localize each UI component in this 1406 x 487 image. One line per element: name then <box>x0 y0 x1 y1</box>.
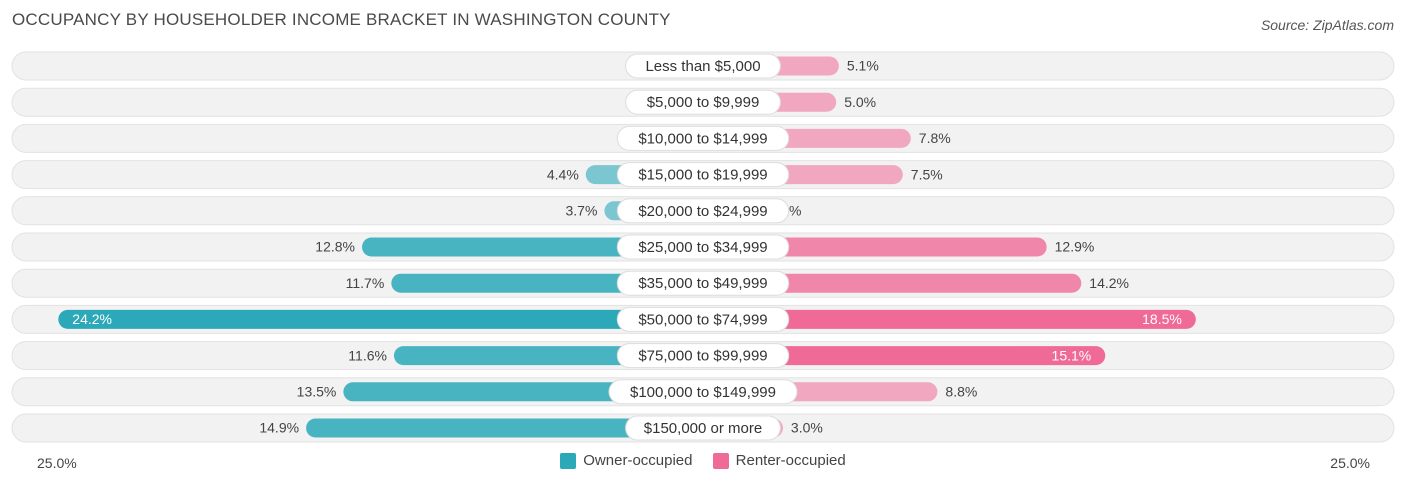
value-label-renter: 15.1% <box>1052 347 1092 363</box>
category-label: $5,000 to $9,999 <box>647 94 760 111</box>
value-label-renter: 7.5% <box>911 166 943 182</box>
bar-owner <box>58 309 703 329</box>
chart-title: OCCUPANCY BY HOUSEHOLDER INCOME BRACKET … <box>12 10 671 29</box>
axis-label-right: 25.0% <box>1330 455 1370 471</box>
legend-item-renter: Renter-occupied <box>712 452 846 469</box>
category-label: $50,000 to $74,999 <box>638 311 767 328</box>
category-label: $15,000 to $19,999 <box>638 167 767 184</box>
category-label: $100,000 to $149,999 <box>630 384 776 401</box>
category-label: $75,000 to $99,999 <box>638 348 767 365</box>
category-label: $35,000 to $49,999 <box>638 275 767 292</box>
value-label-renter: 7.8% <box>919 130 951 146</box>
category-label: Less than $5,000 <box>645 58 760 75</box>
legend-label-owner: Owner-occupied <box>583 452 693 469</box>
value-label-renter: 18.5% <box>1142 311 1182 327</box>
category-label: $10,000 to $14,999 <box>638 130 767 147</box>
legend-item-owner: Owner-occupied <box>560 452 692 469</box>
bar-renter <box>703 309 1196 329</box>
value-label-renter: 12.9% <box>1055 239 1095 255</box>
category-pill <box>616 162 790 188</box>
legend-label-renter: Renter-occupied <box>735 452 846 469</box>
value-label-owner: 24.2% <box>72 311 112 327</box>
bar-renter <box>703 237 1047 257</box>
value-label-owner: 12.8% <box>315 239 355 255</box>
value-label-renter: 5.0% <box>844 94 876 110</box>
value-label-owner: 4.4% <box>547 166 579 182</box>
value-label-owner: 11.7% <box>346 275 385 291</box>
chart-plot: 0.84%5.1%Less than $5,0001.1%5.0%$5,000 … <box>11 51 1395 443</box>
value-label-renter: 14.2% <box>1089 275 1129 291</box>
value-label-renter: 8.8% <box>945 384 977 400</box>
value-label-renter: 5.1% <box>847 58 879 74</box>
chart-source: Source: ZipAtlas.com <box>1260 17 1394 33</box>
category-pill <box>625 53 781 79</box>
value-label-renter: 3.0% <box>791 420 823 436</box>
legend: Owner-occupied Renter-occupied <box>0 452 1406 473</box>
category-pill <box>625 415 781 441</box>
category-pill <box>616 343 790 369</box>
category-label: $150,000 or more <box>644 420 762 437</box>
category-label: $25,000 to $34,999 <box>638 239 767 256</box>
axis-label-left: 25.0% <box>37 455 77 471</box>
value-label-owner: 11.6% <box>348 347 387 363</box>
value-label-owner: 3.7% <box>566 203 598 219</box>
category-pill <box>608 379 798 405</box>
category-pill <box>616 125 790 151</box>
category-pill <box>616 234 790 260</box>
category-label: $20,000 to $24,999 <box>638 203 767 220</box>
category-pill <box>616 198 790 224</box>
category-pill <box>616 270 790 296</box>
bar-owner <box>306 418 703 438</box>
value-label-owner: 14.9% <box>259 420 299 436</box>
bar-renter <box>703 346 1106 366</box>
legend-swatch-owner <box>560 452 577 469</box>
category-pill <box>625 89 781 115</box>
value-label-owner: 13.5% <box>297 384 337 400</box>
legend-swatch-renter <box>712 452 729 469</box>
bar-renter <box>703 273 1082 293</box>
category-pill <box>616 306 790 332</box>
